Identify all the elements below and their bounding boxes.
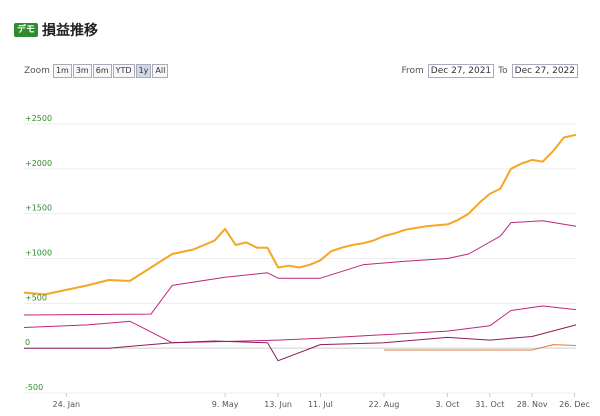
- series-line-1: [23, 133, 577, 296]
- y-axis: +2500 +2000 +1500 +1000 +500 0 -500: [25, 114, 52, 392]
- y-tick-label: +2500: [25, 114, 52, 123]
- date-range: From Dec 27, 2021 To Dec 27, 2022: [401, 64, 578, 78]
- zoom-button-6m[interactable]: 6m: [92, 64, 112, 78]
- zoom-button-ytd[interactable]: YTD: [112, 64, 135, 78]
- from-date-input[interactable]: Dec 27, 2021: [427, 64, 495, 78]
- series-line-2: [23, 220, 577, 316]
- x-tick-label: 13. Jun: [264, 400, 292, 409]
- zoom-button-all[interactable]: All: [152, 64, 169, 78]
- x-tick-label: 22. Aug: [368, 400, 399, 409]
- zoom-button-1m[interactable]: 1m: [52, 64, 72, 78]
- zoom-label: Zoom: [24, 66, 50, 76]
- zoom-group: Zoom 1m 3m 6m YTD 1y All: [24, 64, 169, 78]
- range-selector: Zoom 1m 3m 6m YTD 1y All From Dec 27, 20…: [24, 64, 578, 78]
- grid-lines: [24, 123, 576, 394]
- zoom-button-3m[interactable]: 3m: [72, 64, 92, 78]
- series-line-3: [23, 305, 577, 344]
- y-tick-label: -500: [25, 383, 43, 392]
- x-tick-label: 28. Nov: [517, 400, 548, 409]
- y-tick-label: +2000: [25, 159, 52, 168]
- x-tick-label: 3. Oct: [435, 400, 459, 409]
- series-line-4: [24, 324, 577, 362]
- series-line-5: [383, 344, 577, 351]
- demo-badge: デモ: [14, 23, 39, 37]
- page-title: 損益推移: [42, 23, 99, 39]
- x-tick-label: 24. Jan: [53, 400, 81, 409]
- to-label: To: [498, 66, 508, 76]
- from-label: From: [401, 66, 424, 76]
- y-tick-label: +1500: [25, 204, 52, 213]
- widget-header: デモ 損益推移: [14, 20, 98, 40]
- series-group: [23, 133, 577, 362]
- y-tick-label: +500: [25, 293, 47, 302]
- to-date-input[interactable]: Dec 27, 2022: [511, 64, 578, 78]
- x-tick-label: 9. May: [212, 400, 239, 409]
- y-tick-label: +1000: [25, 249, 52, 258]
- x-tick-label: 26. Dec: [559, 400, 590, 409]
- x-tick-label: 31. Oct: [475, 400, 504, 409]
- zoom-button-1y[interactable]: 1y: [135, 64, 152, 78]
- x-tick-label: 11. Jul: [308, 400, 333, 409]
- y-tick-label: 0: [25, 338, 30, 347]
- x-axis: 24. Jan 9. May 13. Jun 11. Jul 22. Aug 3. Oct…: [53, 393, 590, 409]
